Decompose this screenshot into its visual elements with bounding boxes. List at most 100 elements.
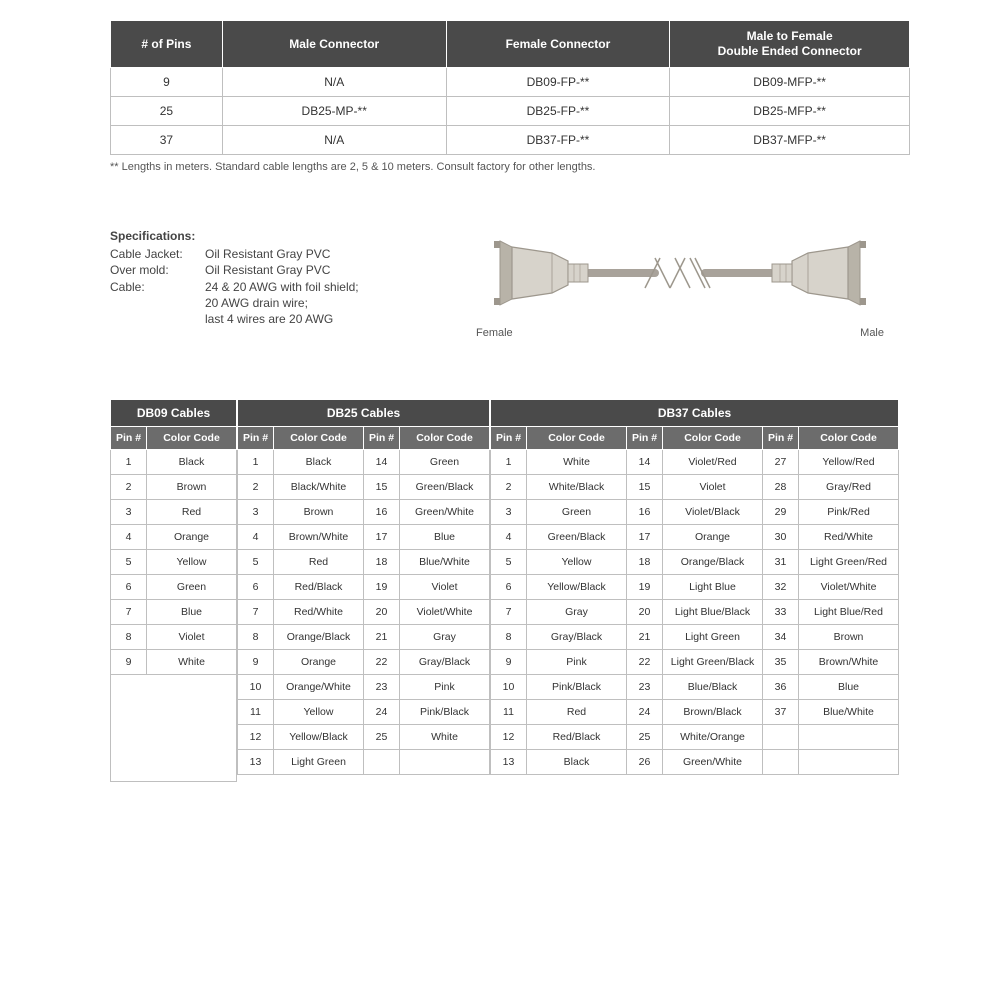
- table-cell: 3: [238, 500, 274, 525]
- table-cell: 10: [238, 675, 274, 700]
- table-cell: 4: [238, 525, 274, 550]
- table-cell: Light Green/Red: [799, 550, 899, 575]
- table-cell: 32: [763, 575, 799, 600]
- table-cell: 1: [238, 450, 274, 475]
- spec-value: last 4 wires are 20 AWG: [205, 311, 333, 327]
- table-cell: Blue/White: [799, 700, 899, 725]
- db37-table: DB37 CablesPin #Color CodePin #Color Cod…: [490, 399, 899, 775]
- table-cell: Blue/White: [400, 550, 490, 575]
- table-cell: 9: [111, 650, 147, 675]
- table-cell: 28: [763, 475, 799, 500]
- group-header: DB09 Cables: [111, 400, 237, 427]
- table-cell: [400, 750, 490, 775]
- table-cell: Red/Black: [274, 575, 364, 600]
- table-cell: DB25-FP-**: [446, 97, 670, 126]
- table-cell: DB25-MP-**: [222, 97, 446, 126]
- table-cell: 36: [763, 675, 799, 700]
- table-cell: 11: [238, 700, 274, 725]
- table-cell: Light Green: [274, 750, 364, 775]
- table-cell: Violet/White: [799, 575, 899, 600]
- table-cell: 4: [111, 525, 147, 550]
- table-cell: 20: [627, 600, 663, 625]
- table-cell: DB25-MFP-**: [670, 97, 910, 126]
- table-cell: [799, 725, 899, 750]
- table-cell: Orange/Black: [663, 550, 763, 575]
- table-cell: 21: [627, 625, 663, 650]
- spec-title: Specifications:: [110, 228, 420, 244]
- table-cell: 30: [763, 525, 799, 550]
- table-cell: Orange: [274, 650, 364, 675]
- table-cell: Gray/Black: [400, 650, 490, 675]
- table-cell: Brown: [274, 500, 364, 525]
- table-cell: Brown/White: [274, 525, 364, 550]
- table-cell: [763, 750, 799, 775]
- table-cell: 15: [364, 475, 400, 500]
- table-cell: 33: [763, 600, 799, 625]
- table-cell: Blue/Black: [663, 675, 763, 700]
- table-cell: 1: [491, 450, 527, 475]
- table-cell: 23: [364, 675, 400, 700]
- cable-color-tables: DB09 CablesPin #Color Code1Black2Brown3R…: [110, 399, 910, 782]
- table-cell: Red: [147, 500, 237, 525]
- table-cell: Brown/Black: [663, 700, 763, 725]
- table-cell: Orange/Black: [274, 625, 364, 650]
- table-cell: Light Blue/Red: [799, 600, 899, 625]
- table-cell: Green/White: [663, 750, 763, 775]
- table-cell: 2: [238, 475, 274, 500]
- table-cell: Orange: [663, 525, 763, 550]
- table-cell: 16: [627, 500, 663, 525]
- table-cell: Red/Black: [527, 725, 627, 750]
- table-cell: 24: [364, 700, 400, 725]
- table-cell: White: [400, 725, 490, 750]
- table-cell: 25: [627, 725, 663, 750]
- table-cell: Green: [527, 500, 627, 525]
- group-header: DB25 Cables: [238, 400, 490, 427]
- connector-diagram: Female Male: [450, 228, 910, 339]
- table-cell: Gray/Black: [527, 625, 627, 650]
- table-cell: Brown/White: [799, 650, 899, 675]
- table-cell: Blue: [400, 525, 490, 550]
- table-cell: Yellow: [274, 700, 364, 725]
- table-cell: Red: [527, 700, 627, 725]
- table-cell: DB37-FP-**: [446, 126, 670, 155]
- table-cell: Orange/White: [274, 675, 364, 700]
- table-cell: 3: [111, 500, 147, 525]
- spec-label: [110, 311, 205, 327]
- table-cell: Green: [147, 575, 237, 600]
- table-cell: Yellow: [527, 550, 627, 575]
- table-cell: 4: [491, 525, 527, 550]
- table-cell: 31: [763, 550, 799, 575]
- length-footnote: ** Lengths in meters. Standard cable len…: [110, 161, 910, 173]
- table-cell: 13: [238, 750, 274, 775]
- spec-label: Over mold:: [110, 262, 205, 278]
- table-cell: N/A: [222, 68, 446, 97]
- table-cell: 11: [491, 700, 527, 725]
- table-cell: Violet/Red: [663, 450, 763, 475]
- table-cell: 37: [763, 700, 799, 725]
- table-cell: 29: [763, 500, 799, 525]
- table-cell: 3: [491, 500, 527, 525]
- table-cell: Brown: [147, 475, 237, 500]
- table-cell: 27: [763, 450, 799, 475]
- table-cell: Yellow/Black: [527, 575, 627, 600]
- table-cell: Pink/Red: [799, 500, 899, 525]
- table-cell: 8: [491, 625, 527, 650]
- table-cell: 19: [627, 575, 663, 600]
- table-cell: 6: [111, 575, 147, 600]
- table-cell: Gray/Red: [799, 475, 899, 500]
- table-cell: Violet/White: [400, 600, 490, 625]
- table-cell: 23: [627, 675, 663, 700]
- table-cell: Green/White: [400, 500, 490, 525]
- table-cell: Red/White: [274, 600, 364, 625]
- table-cell: 21: [364, 625, 400, 650]
- table-cell: 16: [364, 500, 400, 525]
- table-cell: 22: [364, 650, 400, 675]
- table-cell: 8: [238, 625, 274, 650]
- specifications-block: Specifications: Cable Jacket:Oil Resista…: [110, 228, 420, 327]
- table-cell: Pink: [527, 650, 627, 675]
- table-cell: Light Blue/Black: [663, 600, 763, 625]
- table-cell: 5: [491, 550, 527, 575]
- table-cell: Red: [274, 550, 364, 575]
- table-cell: 10: [491, 675, 527, 700]
- table-cell: Black: [274, 450, 364, 475]
